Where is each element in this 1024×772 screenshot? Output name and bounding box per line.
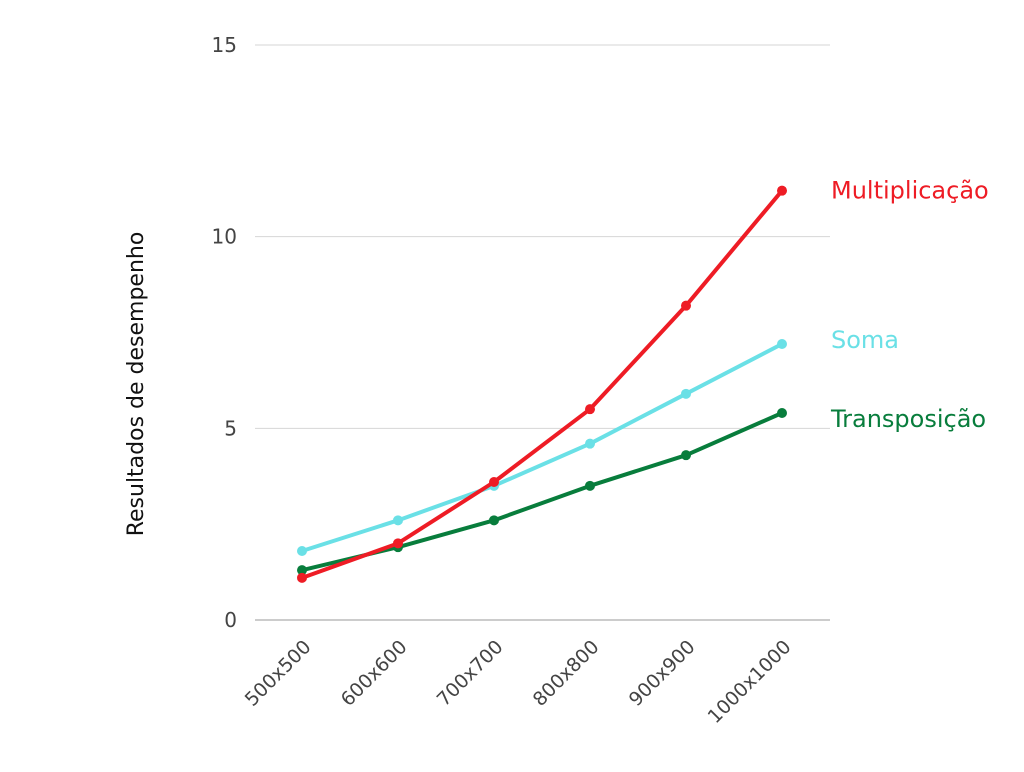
y-tick-label: 0	[224, 608, 237, 632]
data-point	[585, 438, 595, 449]
y-tick-labels: 0 5 10 15	[212, 33, 237, 632]
data-point	[777, 339, 787, 349]
grid-lines	[255, 44, 830, 621]
series-group	[297, 185, 787, 583]
data-point	[489, 477, 499, 487]
x-tick-labels: 500x500 600x600 700x700 800x800 900x900 1000x…	[241, 636, 796, 728]
data-point	[393, 515, 403, 526]
x-tick-label: 800x800	[529, 636, 604, 711]
y-tick-label: 5	[224, 416, 237, 440]
data-point	[777, 408, 787, 418]
series-lines	[297, 185, 787, 583]
series-line	[300, 188, 784, 580]
y-axis-label: Resultados de desempenho	[124, 232, 149, 537]
series-label: Soma	[831, 326, 899, 354]
x-tick-label: 700x700	[433, 636, 508, 711]
series-line	[300, 342, 784, 553]
x-tick-label: 500x500	[241, 636, 316, 711]
series-group	[297, 408, 787, 576]
data-point	[297, 565, 307, 576]
data-point	[585, 404, 595, 415]
series-label: Transposição	[830, 405, 986, 433]
series-labels: Multiplicação Soma Transposição	[830, 177, 989, 433]
data-point	[681, 300, 691, 311]
x-tick-label: 900x900	[625, 636, 700, 711]
data-point	[681, 450, 691, 461]
series-label: Multiplicação	[831, 177, 989, 205]
data-point	[585, 480, 595, 491]
data-point	[393, 538, 403, 549]
x-tick-label: 1000x1000	[704, 636, 796, 728]
series-line	[300, 411, 784, 573]
data-point	[489, 515, 499, 526]
x-tick-label: 600x600	[337, 636, 412, 711]
data-point	[297, 546, 307, 556]
data-point	[297, 572, 307, 583]
y-tick-label: 15	[212, 33, 237, 57]
data-point	[681, 388, 691, 399]
y-tick-label: 10	[212, 225, 237, 249]
data-point	[777, 185, 787, 196]
